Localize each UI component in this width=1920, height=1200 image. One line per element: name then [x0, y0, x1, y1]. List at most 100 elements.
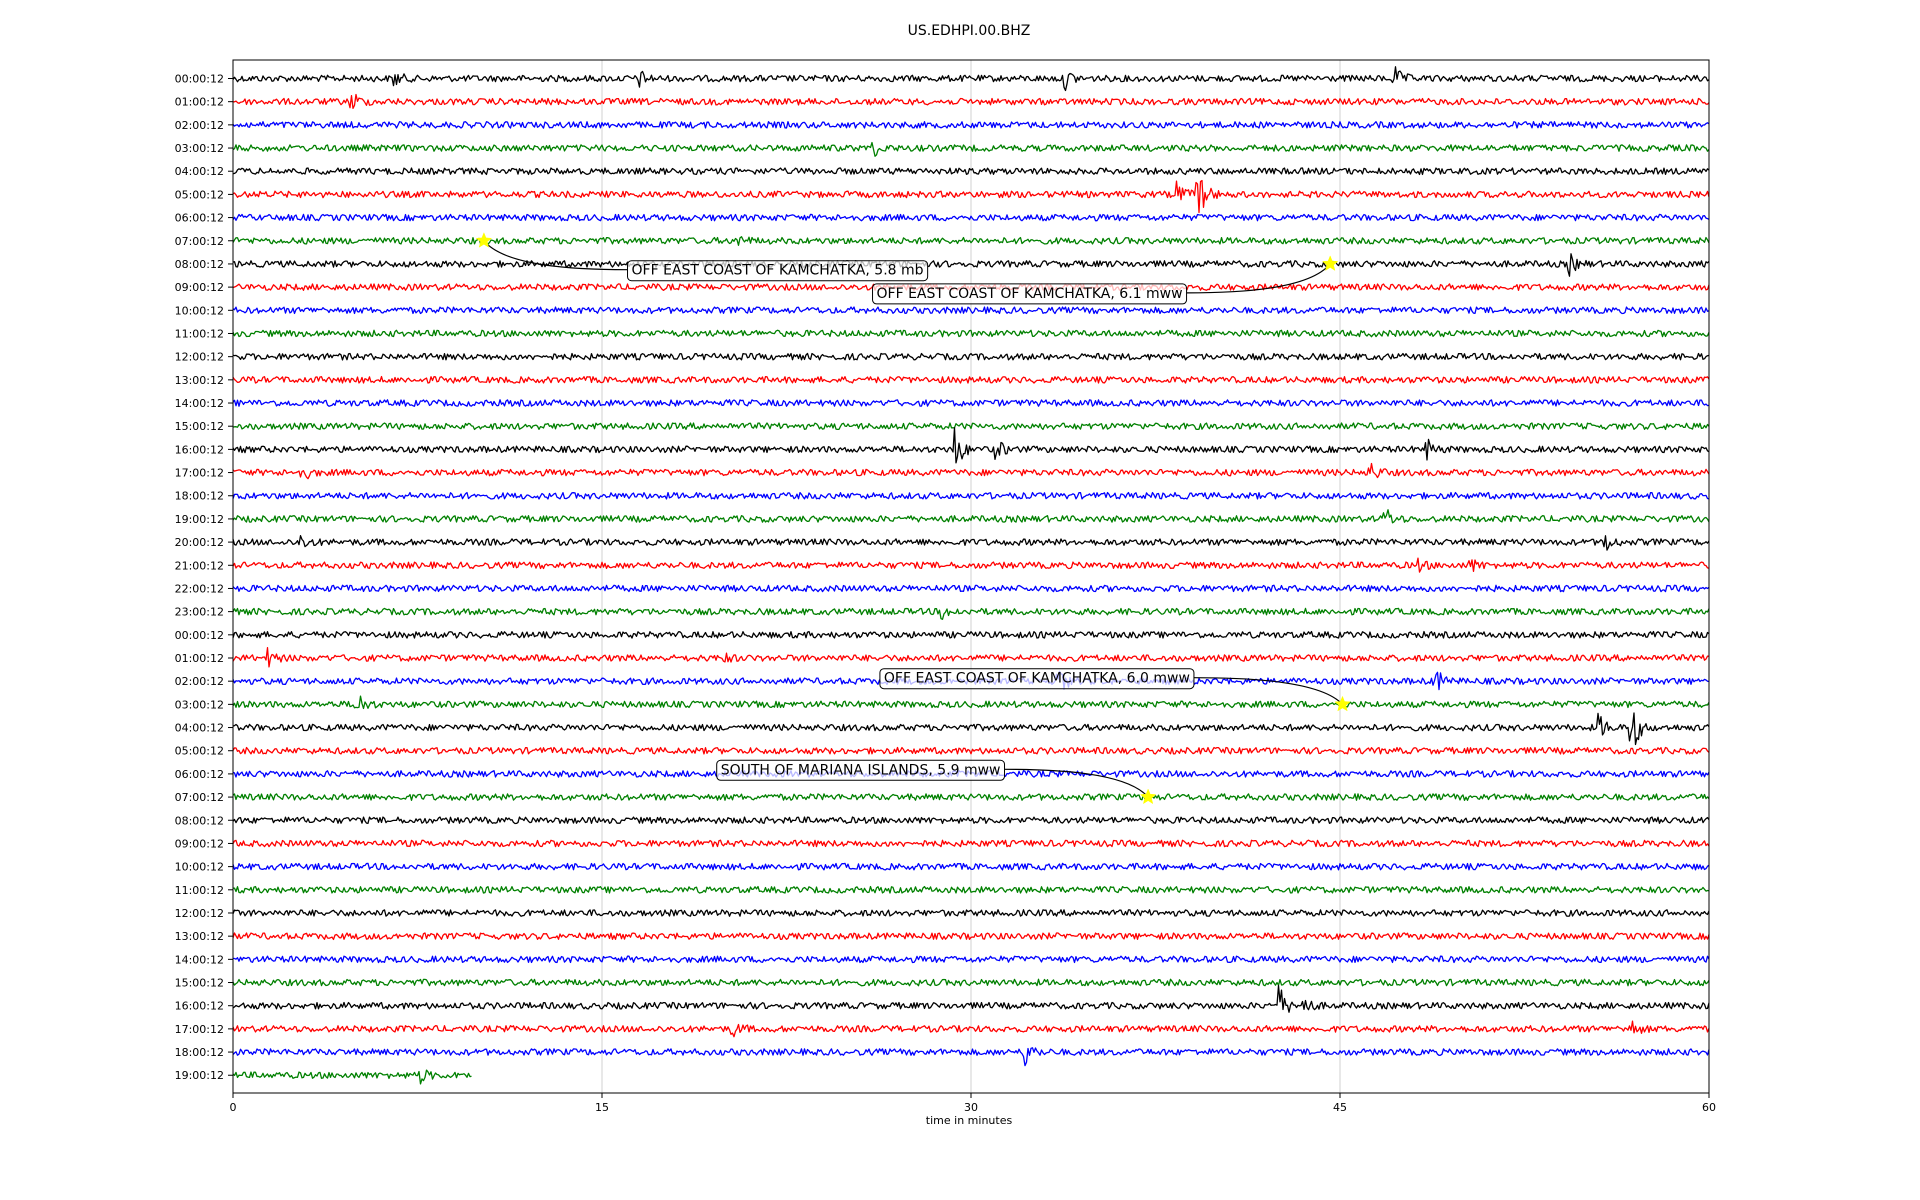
event-star-marker: [1321, 255, 1339, 271]
x-tick-label: 45: [1333, 1101, 1347, 1114]
trace-line: [232, 978, 1710, 987]
trace-line: [232, 352, 1710, 361]
trace-line: [232, 121, 1710, 129]
trace-line: [232, 985, 1710, 1013]
x-tick-label: 30: [964, 1101, 978, 1114]
event-annotation-box: [716, 759, 1006, 781]
trace-line: [232, 1069, 472, 1085]
row-time-label: 06:00:12: [175, 768, 224, 781]
trace-line: [232, 695, 1710, 710]
trace-line: [232, 167, 1710, 176]
trace-line: [232, 491, 1710, 500]
event-annotation-box: [879, 668, 1195, 690]
event-annotation-connector: [483, 240, 628, 271]
trace-line: [232, 746, 1710, 755]
event-annotation-connector: [1193, 677, 1343, 705]
row-time-label: 09:00:12: [175, 837, 224, 850]
event-annotation: SOUTH OF MARIANA ISLANDS, 5.9 mww: [716, 759, 1157, 805]
event-annotation-label: SOUTH OF MARIANA ISLANDS, 5.9 mww: [721, 762, 1001, 778]
row-time-label: 14:00:12: [175, 397, 224, 410]
row-time-label: 03:00:12: [175, 698, 224, 711]
row-time-label: 04:00:12: [175, 722, 224, 735]
trace-line: [232, 557, 1710, 573]
row-time-labels: 00:00:12 01:00:12 02:00:12 03:00:12 04:00:12…: [175, 73, 233, 1082]
trace-line: [232, 839, 1710, 848]
row-time-label: 08:00:12: [175, 258, 224, 271]
trace-line: [232, 793, 1710, 801]
trace-line: [232, 932, 1710, 941]
trace-line: [232, 306, 1710, 315]
trace-line: [232, 462, 1710, 480]
trace-line: [232, 535, 1710, 551]
row-time-label: 08:00:12: [175, 814, 224, 827]
trace-line: [232, 179, 1710, 214]
event-annotation-box: [627, 260, 929, 282]
event-annotation-box: [872, 283, 1188, 305]
event-annotation: OFF EAST COAST OF KAMCHATKA, 5.8 mb: [475, 232, 929, 282]
trace-line: [232, 1020, 1710, 1038]
row-time-label: 10:00:12: [175, 304, 224, 317]
x-axis-label: time in minutes: [926, 1114, 1013, 1127]
row-time-label: 07:00:12: [175, 791, 224, 804]
x-tick-label: 15: [595, 1101, 609, 1114]
trace-line: [232, 712, 1710, 746]
row-time-label: 11:00:12: [175, 884, 224, 897]
row-time-label: 13:00:12: [175, 374, 224, 387]
row-time-label: 15:00:12: [175, 420, 224, 433]
trace-line: [232, 66, 1710, 92]
row-time-label: 07:00:12: [175, 235, 224, 248]
row-time-label: 05:00:12: [175, 188, 224, 201]
row-time-label: 19:00:12: [175, 513, 224, 526]
trace-line: [232, 630, 1710, 639]
trace-line: [232, 862, 1710, 871]
trace-line: [232, 427, 1710, 464]
trace-line: [232, 955, 1710, 964]
trace-line: [232, 329, 1710, 338]
row-time-label: 13:00:12: [175, 930, 224, 943]
row-time-label: 15:00:12: [175, 977, 224, 990]
trace-line: [232, 1047, 1710, 1067]
x-tick-label: 60: [1702, 1101, 1716, 1114]
row-time-label: 19:00:12: [175, 1069, 224, 1082]
trace-line: [232, 647, 1710, 668]
row-time-label: 17:00:12: [175, 467, 224, 480]
event-annotation: OFF EAST COAST OF KAMCHATKA, 6.0 mww: [879, 668, 1351, 712]
grid-lines: [601, 60, 1341, 1093]
x-tick-label: 0: [230, 1101, 237, 1114]
row-time-label: 21:00:12: [175, 559, 224, 572]
row-time-label: 01:00:12: [175, 96, 224, 109]
trace-line: [232, 213, 1710, 222]
row-time-label: 16:00:12: [175, 1000, 224, 1013]
chart-title: US.EDHPI.00.BHZ: [908, 23, 1031, 39]
event-annotation-label: OFF EAST COAST OF KAMCHATKA, 5.8 mb: [632, 263, 924, 279]
row-time-label: 18:00:12: [175, 1046, 224, 1059]
row-time-label: 02:00:12: [175, 119, 224, 132]
trace-line: [232, 422, 1710, 431]
row-time-label: 00:00:12: [175, 73, 224, 86]
event-annotation-connector: [1004, 768, 1149, 798]
event-annotation-label: OFF EAST COAST OF KAMCHATKA, 6.1 mww: [877, 286, 1183, 302]
row-time-label: 03:00:12: [175, 142, 224, 155]
row-time-label: 12:00:12: [175, 351, 224, 364]
event-star-marker: [1334, 695, 1351, 712]
row-time-label: 06:00:12: [175, 212, 224, 225]
row-time-label: 05:00:12: [175, 745, 224, 758]
row-time-label: 12:00:12: [175, 907, 224, 920]
row-time-label: 22:00:12: [175, 582, 224, 595]
row-time-label: 04:00:12: [175, 165, 224, 178]
trace-line: [232, 399, 1710, 407]
row-time-label: 18:00:12: [175, 490, 224, 503]
trace-line: [232, 141, 1710, 157]
trace-line: [232, 93, 1710, 110]
row-time-label: 23:00:12: [175, 606, 224, 619]
event-annotation: OFF EAST COAST OF KAMCHATKA, 6.1 mww: [872, 255, 1339, 305]
trace-line: [232, 885, 1710, 894]
row-time-label: 14:00:12: [175, 953, 224, 966]
row-time-label: 16:00:12: [175, 443, 224, 456]
event-star-marker: [475, 232, 493, 248]
trace-line: [232, 816, 1710, 825]
row-time-label: 11:00:12: [175, 327, 224, 340]
trace-line: [232, 253, 1710, 277]
row-time-label: 01:00:12: [175, 652, 224, 665]
